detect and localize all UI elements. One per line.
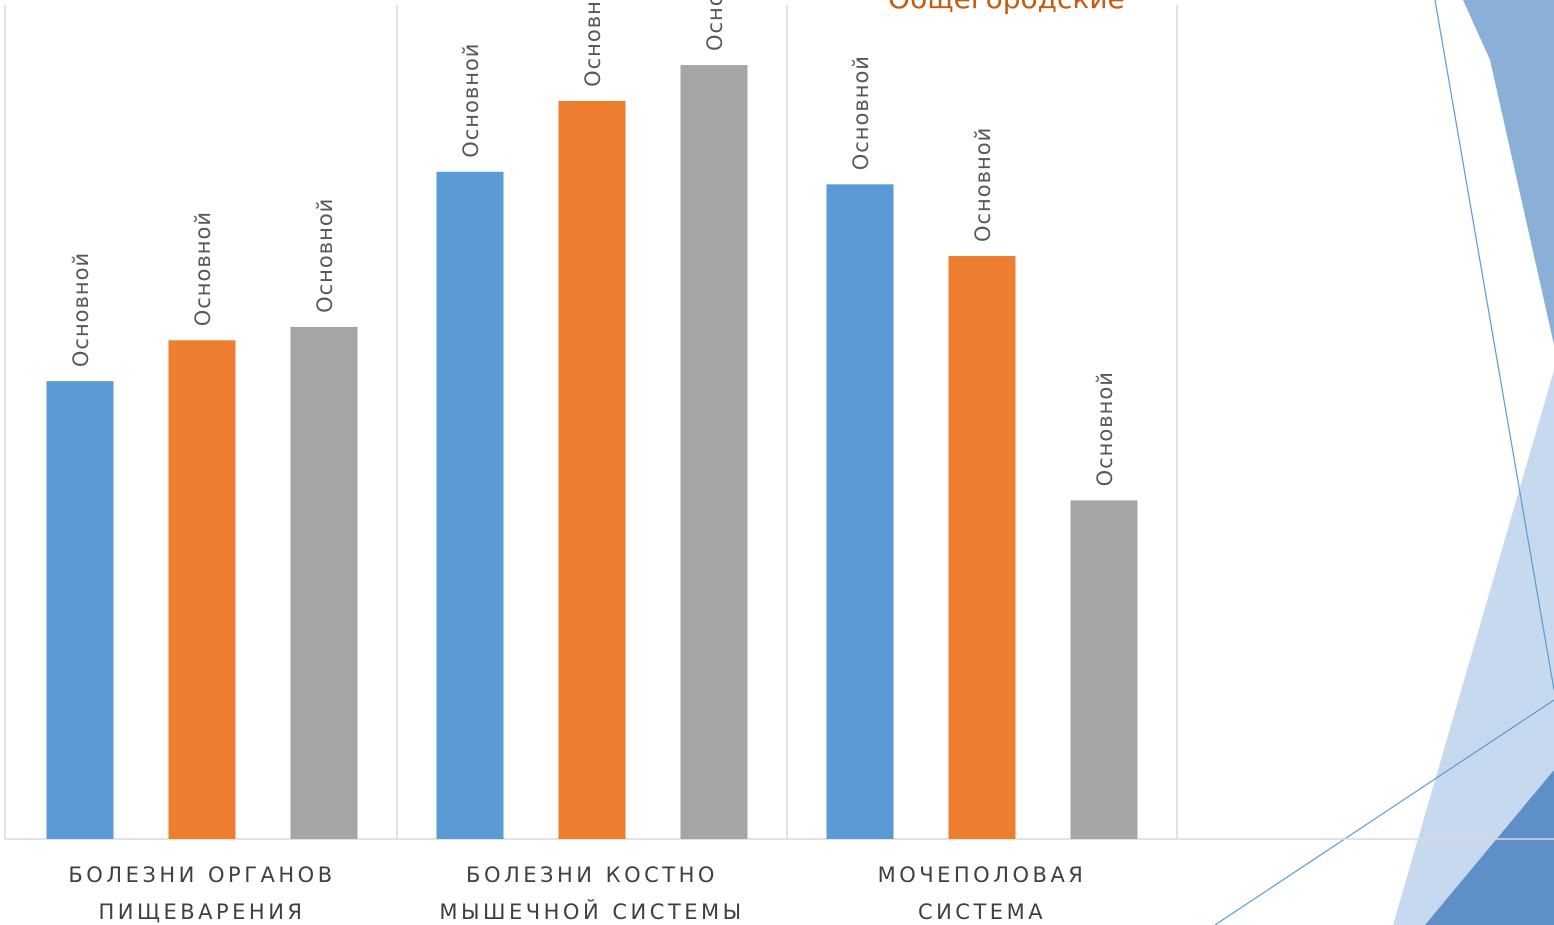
bar (436, 171, 504, 840)
bar (948, 256, 1016, 839)
decor-line (1214, 699, 1554, 925)
decor (1463, 0, 1554, 345)
data-label: Основной (69, 252, 93, 367)
data-label: Основной (971, 127, 995, 242)
decor (1425, 770, 1554, 925)
decor (1393, 370, 1554, 925)
decor-line (1434, 0, 1554, 691)
bar (168, 340, 236, 839)
data-label: Основной (459, 43, 483, 158)
bar (1070, 500, 1138, 839)
bar (680, 65, 748, 840)
bar (290, 326, 358, 839)
x-tick-label: БОЛЕЗНИ ОРГАНОВ ПИЩЕВАРЕНИЯ (68, 863, 336, 924)
data-label: Основной (191, 211, 215, 326)
data-label: Основной (849, 55, 873, 170)
chart-title: Общегородские (888, 0, 1125, 15)
x-tick-label: МОЧЕПОЛОВАЯ СИСТЕМА (877, 863, 1087, 924)
bar (558, 100, 626, 839)
bar (826, 184, 894, 839)
data-label: Основной (703, 0, 727, 51)
bar (46, 381, 114, 839)
x-tick-label: БОЛЕЗНИ КОСТНО МЫШЕЧНОЙ СИСТЕМЫ (439, 863, 745, 924)
data-label: Основной (313, 198, 337, 313)
data-label: Основной (581, 0, 605, 87)
data-label: Основной (1093, 371, 1117, 486)
